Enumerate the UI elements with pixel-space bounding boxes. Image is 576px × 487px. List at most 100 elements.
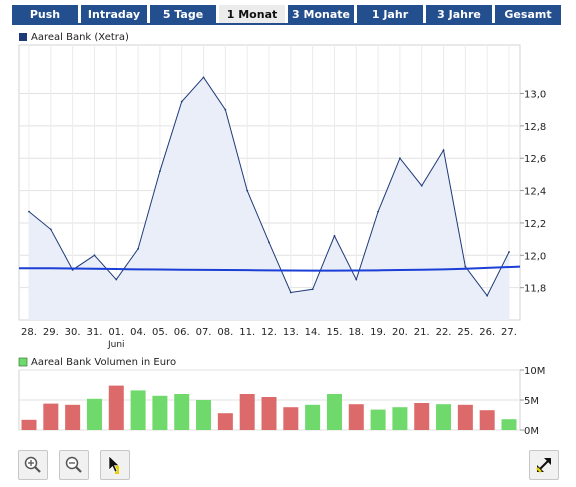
volume-ytick-label: 10M [524, 366, 545, 377]
price-point [268, 241, 270, 244]
price-point [246, 189, 249, 192]
cursor-pointer-icon [108, 455, 120, 474]
price-legend-label: Aareal Bank (Xetra) [31, 32, 129, 43]
volume-bar [239, 394, 255, 430]
price-point [333, 234, 336, 237]
volume-bar [261, 397, 277, 430]
price-point [93, 254, 96, 257]
volume-bar [217, 413, 233, 430]
x-tick-label: 26. [479, 327, 495, 338]
x-tick-label: 04. [130, 327, 146, 338]
price-ytick-label: 12,2 [524, 219, 546, 230]
price-ytick-label: 11,8 [524, 284, 546, 295]
tab-3-jahre[interactable]: 3 Jahre [426, 5, 492, 23]
x-tick-label: 19. [370, 327, 386, 338]
volume-legend-label: Aareal Bank Volumen in Euro [31, 357, 176, 368]
tabs-underline [12, 23, 561, 25]
zoom-in-icon [24, 456, 41, 473]
stock-chart: Aareal Bank (Xetra) Aareal Bank Volumen … [18, 32, 546, 437]
tab-5-tage[interactable]: 5 Tage [150, 5, 216, 23]
x-tick-sublabel: Juni [107, 340, 125, 350]
x-tick-label: 27. [501, 327, 517, 338]
tab-1-jahr[interactable]: 1 Jahr [357, 5, 423, 23]
x-tick-label: 28. [21, 327, 37, 338]
x-tick-label: 07. [196, 327, 212, 338]
volume-legend-swatch [18, 357, 28, 367]
volume-bar [196, 400, 212, 430]
price-point [180, 100, 183, 103]
timeframe-tabs: Push Intraday 5 Tage 1 Monat 3 Monate 1 Jahr 3… [12, 5, 561, 23]
price-point [311, 288, 314, 291]
volume-bar [370, 409, 386, 430]
expand-icon [536, 458, 551, 473]
x-tick-label: 06. [174, 327, 190, 338]
price-legend-swatch [19, 33, 27, 41]
x-tick-label: 08. [217, 327, 233, 338]
x-tick-label: 29. [43, 327, 59, 338]
volume-bar [65, 404, 81, 430]
x-tick-label: 21. [414, 327, 430, 338]
price-point [224, 108, 227, 111]
price-point [289, 291, 292, 294]
price-panel: 11,8 12,0 12,2 12,4 12,6 12,8 13,0 28. 29. 30. 31.… [18, 44, 546, 350]
price-point [202, 76, 205, 79]
volume-bar [457, 404, 473, 430]
volume-bar [86, 398, 102, 430]
volume-bar [305, 404, 321, 430]
x-tick-label: 15. [327, 327, 343, 338]
price-point [28, 210, 30, 213]
x-tick-label: 30. [65, 327, 81, 338]
volume-bar [348, 404, 364, 430]
volume-bar [283, 407, 299, 430]
pointer-button[interactable] [100, 450, 130, 480]
price-point [442, 149, 445, 152]
price-point [486, 294, 489, 297]
zoom-out-button[interactable] [59, 450, 89, 480]
fullscreen-button[interactable] [529, 450, 559, 480]
x-tick-label: 22. [436, 327, 452, 338]
price-point [508, 251, 510, 253]
volume-bar [43, 403, 59, 430]
zoom-in-button[interactable] [18, 450, 48, 480]
price-ytick-label: 12,0 [524, 251, 546, 262]
volume-bar [21, 419, 37, 430]
x-tick-label: 12. [261, 327, 277, 338]
x-tick-label: 11. [239, 327, 255, 338]
price-point [399, 157, 401, 160]
price-point [137, 247, 139, 250]
x-tick-label: 13. [283, 327, 299, 338]
average-series-line [19, 265, 521, 272]
volume-bar [152, 395, 168, 430]
x-tick-label: 25. [457, 327, 473, 338]
price-ytick-label: 12,8 [524, 122, 546, 133]
volume-bar [174, 394, 190, 430]
tab-gesamt[interactable]: Gesamt [495, 5, 561, 23]
price-point [420, 184, 423, 187]
price-point [377, 210, 379, 213]
x-tick-label: 01. [108, 327, 124, 338]
tab-intraday[interactable]: Intraday [81, 5, 147, 23]
tab-3-monate[interactable]: 3 Monate [288, 5, 354, 23]
volume-bar [479, 410, 495, 430]
price-point [464, 265, 467, 268]
price-ytick-label: 13,0 [524, 90, 546, 101]
volume-bar [108, 385, 124, 430]
price-point [49, 228, 52, 231]
x-tick-label: 31. [87, 327, 103, 338]
tab-push[interactable]: Push [12, 5, 78, 23]
volume-ytick-label: 0M [524, 426, 539, 437]
tab-1-monat[interactable]: 1 Monat [219, 5, 285, 23]
price-area-fill [29, 77, 509, 321]
volume-bar [326, 394, 342, 430]
volume-bar [130, 390, 146, 430]
volume-ytick-label: 5M [524, 396, 539, 407]
x-tick-label: 20. [392, 327, 408, 338]
volume-bar [501, 419, 517, 430]
x-tick-label: 18. [348, 327, 364, 338]
x-tick-label: 14. [305, 327, 321, 338]
volume-bar [392, 407, 408, 430]
zoom-out-icon [65, 456, 82, 473]
price-ytick-label: 12,6 [524, 154, 546, 165]
chart-toolbar [0, 447, 576, 487]
price-point [115, 278, 118, 281]
